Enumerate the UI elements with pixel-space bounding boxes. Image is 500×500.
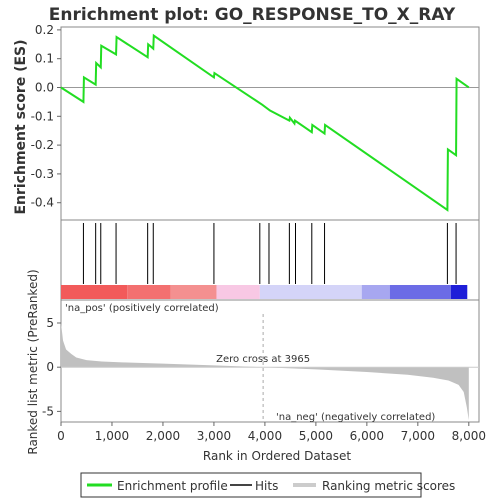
positive-correlation-label: 'na_pos' (positively correlated) [65, 303, 219, 314]
metric-y-axis-label: Ranked list metric (PreRanked) [26, 269, 40, 454]
legend-hits-label: Hits [255, 479, 278, 493]
es-y-tick-label: 0.1 [35, 52, 54, 66]
color-bar-segment [450, 285, 468, 299]
x-axis-label: Rank in Ordered Dataset [203, 449, 351, 463]
x-tick-label: 5,000 [299, 429, 333, 443]
zero-cross-label: Zero cross at 3965 [216, 354, 310, 365]
x-axis-ticks: 0 1,000 2,000 3,000 4,000 5,000 6,000 7,000 8,00… [57, 422, 486, 443]
enrichment-profile-line [60, 33, 470, 212]
metric-panel-frame [60, 299, 480, 423]
metric-y-ticks: -5 0 5 [42, 316, 61, 418]
es-y-tick-label: -0.1 [31, 109, 54, 123]
legend-metric-label: Ranking metric scores [322, 479, 455, 493]
es-y-tick-label: 0.0 [35, 80, 54, 94]
es-y-tick-label: -0.2 [31, 138, 54, 152]
color-bar-segment [259, 285, 362, 299]
es-y-tick-label: -0.3 [31, 167, 54, 181]
es-panel-frame [60, 26, 480, 221]
color-bar-segment [61, 285, 128, 299]
x-tick-label: 0 [57, 429, 65, 443]
metric-y-tick-label: 5 [46, 316, 54, 330]
color-bar-segment [127, 285, 171, 299]
ranking-metric-area [61, 322, 469, 421]
es-y-tick-label: -0.4 [31, 196, 54, 210]
x-tick-label: 1,000 [95, 429, 129, 443]
x-tick-label: 8,000 [452, 429, 486, 443]
metric-panel: Zero cross at 3965 'na_pos' (positively … [26, 269, 480, 455]
hits-panel [60, 219, 480, 301]
color-bar-segment [389, 285, 451, 299]
x-tick-label: 2,000 [146, 429, 180, 443]
color-bar-segment [170, 285, 217, 299]
ranking-color-bar [61, 285, 468, 299]
negative-correlation-label: 'na_neg' (negatively correlated) [276, 412, 435, 423]
legend-enrichment-label: Enrichment profile [117, 479, 228, 493]
chart-title: Enrichment plot: GO_RESPONSE_TO_X_RAY [49, 5, 456, 25]
x-tick-label: 7,000 [401, 429, 435, 443]
x-tick-label: 4,000 [248, 429, 282, 443]
hit-markers [82, 223, 457, 284]
es-y-ticks: -0.4 -0.3 -0.2 -0.1 0.0 0.1 0.2 [31, 23, 61, 210]
color-bar-segment [216, 285, 260, 299]
es-panel: -0.4 -0.3 -0.2 -0.1 0.0 0.1 0.2 Enrichment sco… [13, 23, 480, 221]
metric-y-tick-label: -5 [42, 404, 54, 418]
es-y-tick-label: 0.2 [35, 23, 54, 37]
legend: Enrichment profile Hits Ranking metric s… [80, 472, 455, 498]
x-tick-label: 3,000 [197, 429, 231, 443]
es-y-axis-label: Enrichment score (ES) [13, 39, 29, 214]
metric-y-tick-label: 0 [46, 360, 54, 374]
color-bar-segment [361, 285, 390, 299]
x-tick-label: 6,000 [350, 429, 384, 443]
